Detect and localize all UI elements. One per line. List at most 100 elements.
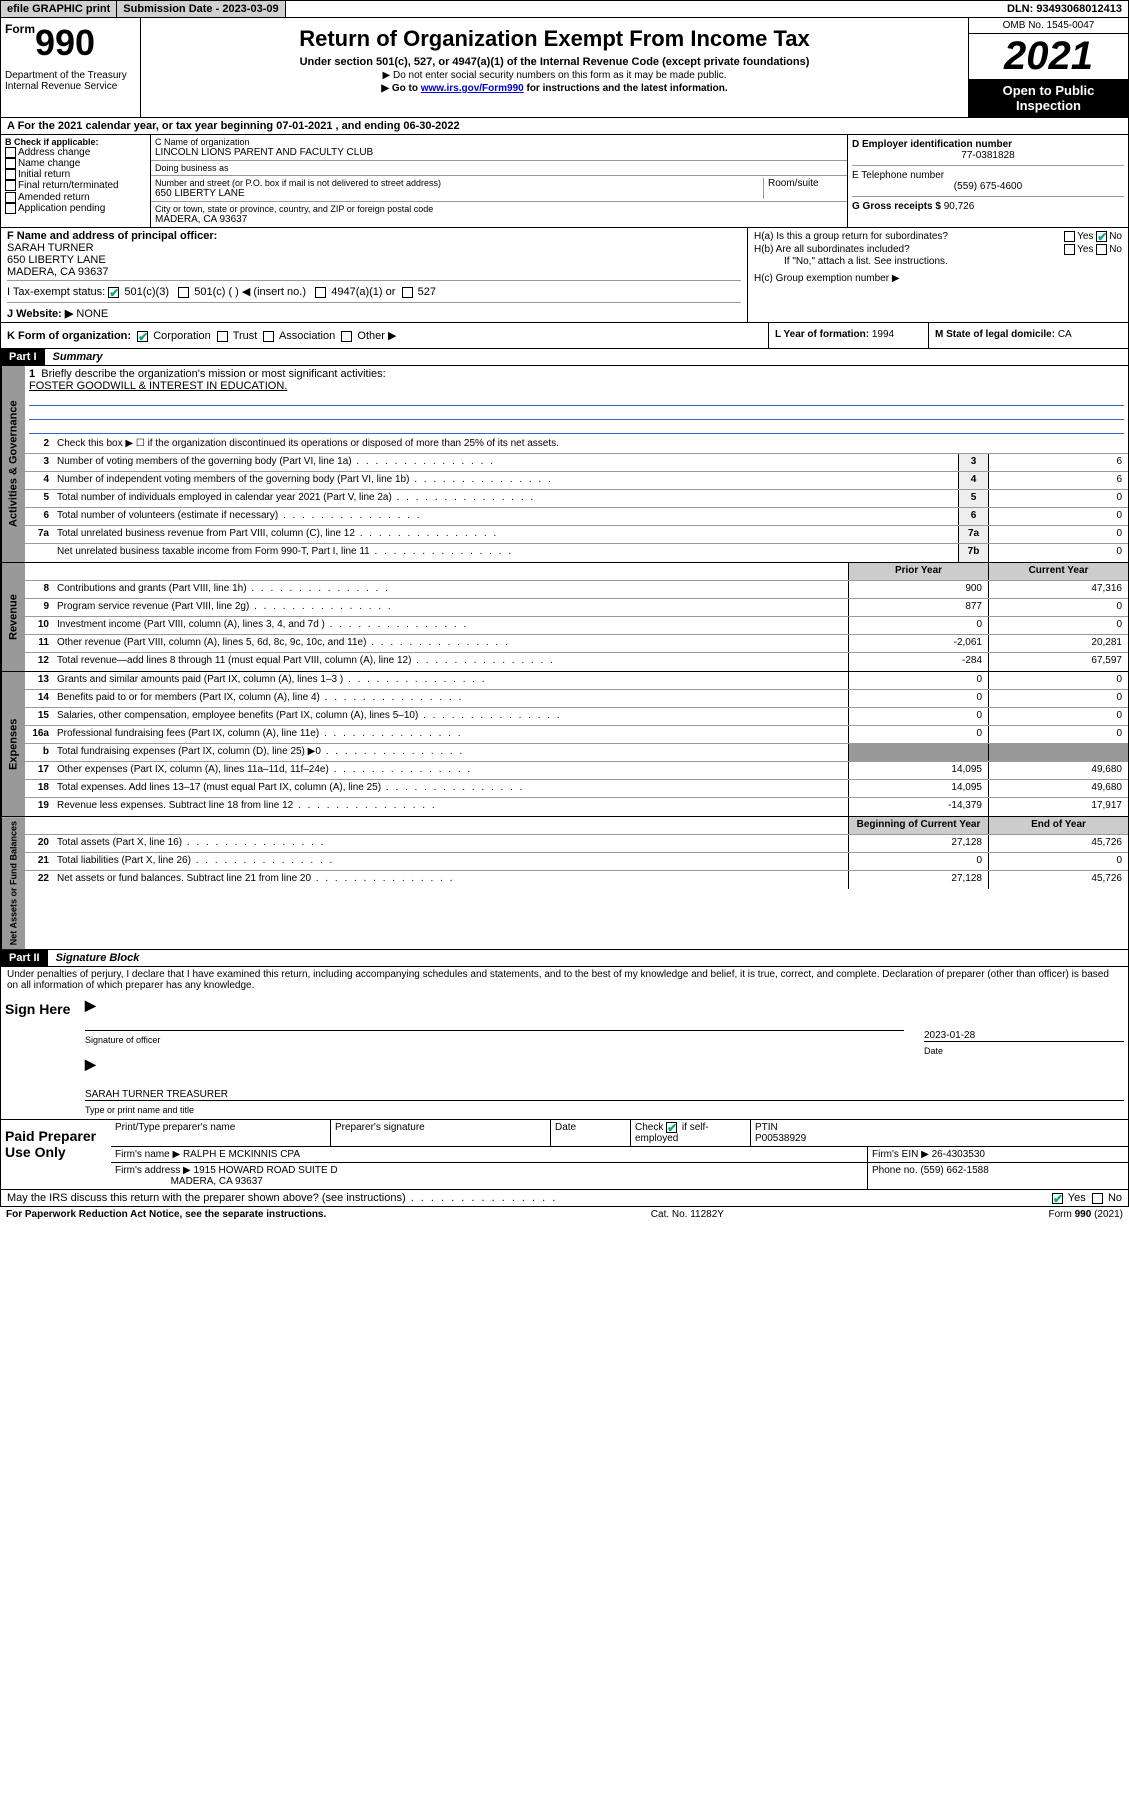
chk-corp[interactable] bbox=[137, 331, 148, 342]
form-990: 990 bbox=[35, 22, 95, 63]
sig-date-line: 2023-01-28 bbox=[924, 1018, 1124, 1042]
domicile-lbl: M State of legal domicile: bbox=[935, 329, 1058, 340]
chk-527[interactable] bbox=[402, 287, 413, 298]
preparer-table: Print/Type preparer's name Preparer's si… bbox=[111, 1120, 1128, 1189]
prep-self-emp: Check if self-employed bbox=[631, 1120, 751, 1146]
box-h: H(a) Is this a group return for subordin… bbox=[748, 228, 1128, 322]
sub3a: ▶ Go to bbox=[381, 83, 420, 94]
form-no: Form 990 (2021) bbox=[1049, 1209, 1123, 1220]
form-org-lbl: K Form of organization: bbox=[7, 330, 131, 342]
hb-row: H(b) Are all subordinates included? Yes … bbox=[754, 243, 1122, 256]
subtitle-2: ▶ Do not enter social security numbers o… bbox=[145, 70, 964, 81]
prep-row-1: Print/Type preparer's name Preparer's si… bbox=[111, 1120, 1128, 1147]
rev-line: 8Contributions and grants (Part VIII, li… bbox=[25, 581, 1128, 599]
hb-yes[interactable] bbox=[1064, 244, 1075, 255]
omb-number: OMB No. 1545-0047 bbox=[969, 18, 1128, 34]
arrow-icon-2: ▶ bbox=[85, 1056, 96, 1072]
irs-link[interactable]: www.irs.gov/Form990 bbox=[421, 83, 524, 94]
tab-expenses: Expenses bbox=[1, 672, 25, 816]
ein-val: 77-0381828 bbox=[852, 150, 1124, 161]
exp-line: 17Other expenses (Part IX, column (A), l… bbox=[25, 762, 1128, 780]
ha-yes[interactable] bbox=[1064, 231, 1075, 242]
ha-no-lbl: No bbox=[1109, 231, 1122, 242]
net-line: 20Total assets (Part X, line 16)27,12845… bbox=[25, 835, 1128, 853]
sign-here-lbl: Sign Here bbox=[1, 993, 81, 1119]
subtitle-1: Under section 501(c), 527, or 4947(a)(1)… bbox=[145, 56, 964, 68]
part2-header: Part II Signature Block bbox=[0, 950, 1129, 967]
chk-pending[interactable]: Application pending bbox=[5, 203, 146, 214]
chk-name[interactable]: Name change bbox=[5, 158, 146, 169]
discuss-yes[interactable] bbox=[1052, 1193, 1063, 1204]
chk-address[interactable]: Address change bbox=[5, 147, 146, 158]
penalty-text: Under penalties of perjury, I declare th… bbox=[0, 967, 1129, 993]
col-end: End of Year bbox=[988, 817, 1128, 834]
form-word: Form bbox=[5, 22, 35, 36]
firm-addr-lbl: Firm's address ▶ bbox=[115, 1165, 191, 1176]
part1-header: Part I Summary bbox=[0, 349, 1129, 366]
chk-amended[interactable]: Amended return bbox=[5, 192, 146, 203]
exp-line: 13Grants and similar amounts paid (Part … bbox=[25, 672, 1128, 690]
firm-ein-lbl: Firm's EIN ▶ bbox=[872, 1149, 929, 1160]
chk-assoc[interactable] bbox=[263, 331, 274, 342]
part2-hdr: Part II bbox=[1, 950, 48, 966]
gov-body: 1 Briefly describe the organization's mi… bbox=[25, 366, 1128, 562]
hb-lbl: H(b) Are all subordinates included? bbox=[754, 244, 910, 255]
ha-no[interactable] bbox=[1096, 231, 1107, 242]
chk-address-lbl: Address change bbox=[18, 147, 90, 158]
chk-amended-lbl: Amended return bbox=[18, 192, 90, 203]
gross-val: 90,726 bbox=[944, 201, 975, 212]
prep-date-lbl: Date bbox=[551, 1120, 631, 1146]
ha-lbl: H(a) Is this a group return for subordin… bbox=[754, 231, 948, 242]
box-b: B Check if applicable: Address change Na… bbox=[1, 135, 151, 227]
chk-pending-lbl: Application pending bbox=[18, 203, 105, 214]
opt-trust: Trust bbox=[233, 330, 258, 342]
period-begin: 07-01-2021 bbox=[276, 120, 332, 132]
box-i: I Tax-exempt status: 501(c)(3) 501(c) ( … bbox=[7, 281, 741, 303]
opt-501c3: 501(c)(3) bbox=[124, 286, 169, 298]
efile-print-button[interactable]: efile GRAPHIC print bbox=[1, 1, 117, 17]
exp-line: bTotal fundraising expenses (Part IX, co… bbox=[25, 744, 1128, 762]
grid-netassets: Net Assets or Fund Balances Beginning of… bbox=[0, 817, 1129, 950]
exp-line: 16aProfessional fundraising fees (Part I… bbox=[25, 726, 1128, 744]
box-f-i-j: F Name and address of principal officer:… bbox=[1, 228, 748, 322]
org-name: LINCOLN LIONS PARENT AND FACULTY CLUB bbox=[155, 147, 843, 158]
gross-lbl: G Gross receipts $ bbox=[852, 201, 944, 212]
type-name-lbl: Type or print name and title bbox=[85, 1105, 1124, 1115]
chk-501c3[interactable] bbox=[108, 287, 119, 298]
dba-row: Doing business as bbox=[151, 161, 847, 176]
chk-501c[interactable] bbox=[178, 287, 189, 298]
chk-other[interactable] bbox=[341, 331, 352, 342]
chk-4947[interactable] bbox=[315, 287, 326, 298]
gov-line: 6Total number of volunteers (estimate if… bbox=[25, 508, 1128, 526]
blueline-1 bbox=[29, 392, 1124, 406]
chk-initial[interactable]: Initial return bbox=[5, 169, 146, 180]
chk-final[interactable]: Final return/terminated bbox=[5, 180, 146, 191]
chk-trust[interactable] bbox=[217, 331, 228, 342]
rev-line: 10Investment income (Part VIII, column (… bbox=[25, 617, 1128, 635]
hb-no[interactable] bbox=[1096, 244, 1107, 255]
col-current: Current Year bbox=[988, 563, 1128, 580]
addr-row: Number and street (or P.O. box if mail i… bbox=[151, 176, 847, 202]
exp-line: 19Revenue less expenses. Subtract line 1… bbox=[25, 798, 1128, 816]
prep-row-2: Firm's name ▶ RALPH E MCKINNIS CPA Firm'… bbox=[111, 1147, 1128, 1163]
prep-sig-lbl: Preparer's signature bbox=[331, 1120, 551, 1146]
discuss-no[interactable] bbox=[1092, 1193, 1103, 1204]
form-number: Form990 bbox=[5, 22, 136, 64]
firm-addr2: MADERA, CA 93637 bbox=[171, 1176, 263, 1187]
net-header: Beginning of Current Year End of Year bbox=[25, 817, 1128, 835]
page-footer: For Paperwork Reduction Act Notice, see … bbox=[0, 1207, 1129, 1222]
submission-date: Submission Date - 2023-03-09 bbox=[117, 1, 285, 17]
sig-officer-line bbox=[85, 1018, 904, 1031]
col-begin: Beginning of Current Year bbox=[848, 817, 988, 834]
mission-val: FOSTER GOODWILL & INTEREST IN EDUCATION. bbox=[29, 380, 287, 392]
section-klm: K Form of organization: Corporation Trus… bbox=[0, 323, 1129, 349]
firm-lbl: Firm's name ▶ bbox=[115, 1149, 180, 1160]
website-lbl: J Website: ▶ bbox=[7, 308, 73, 320]
tax-year: 2021 bbox=[969, 34, 1128, 79]
part1-title: Summary bbox=[45, 349, 111, 365]
check-lbl: Check bbox=[635, 1122, 663, 1133]
tab-revenue: Revenue bbox=[1, 563, 25, 671]
exp-body: 13Grants and similar amounts paid (Part … bbox=[25, 672, 1128, 816]
chk-self-employed[interactable] bbox=[666, 1122, 677, 1133]
line2-text: Check this box ▶ ☐ if the organization d… bbox=[53, 436, 1128, 453]
